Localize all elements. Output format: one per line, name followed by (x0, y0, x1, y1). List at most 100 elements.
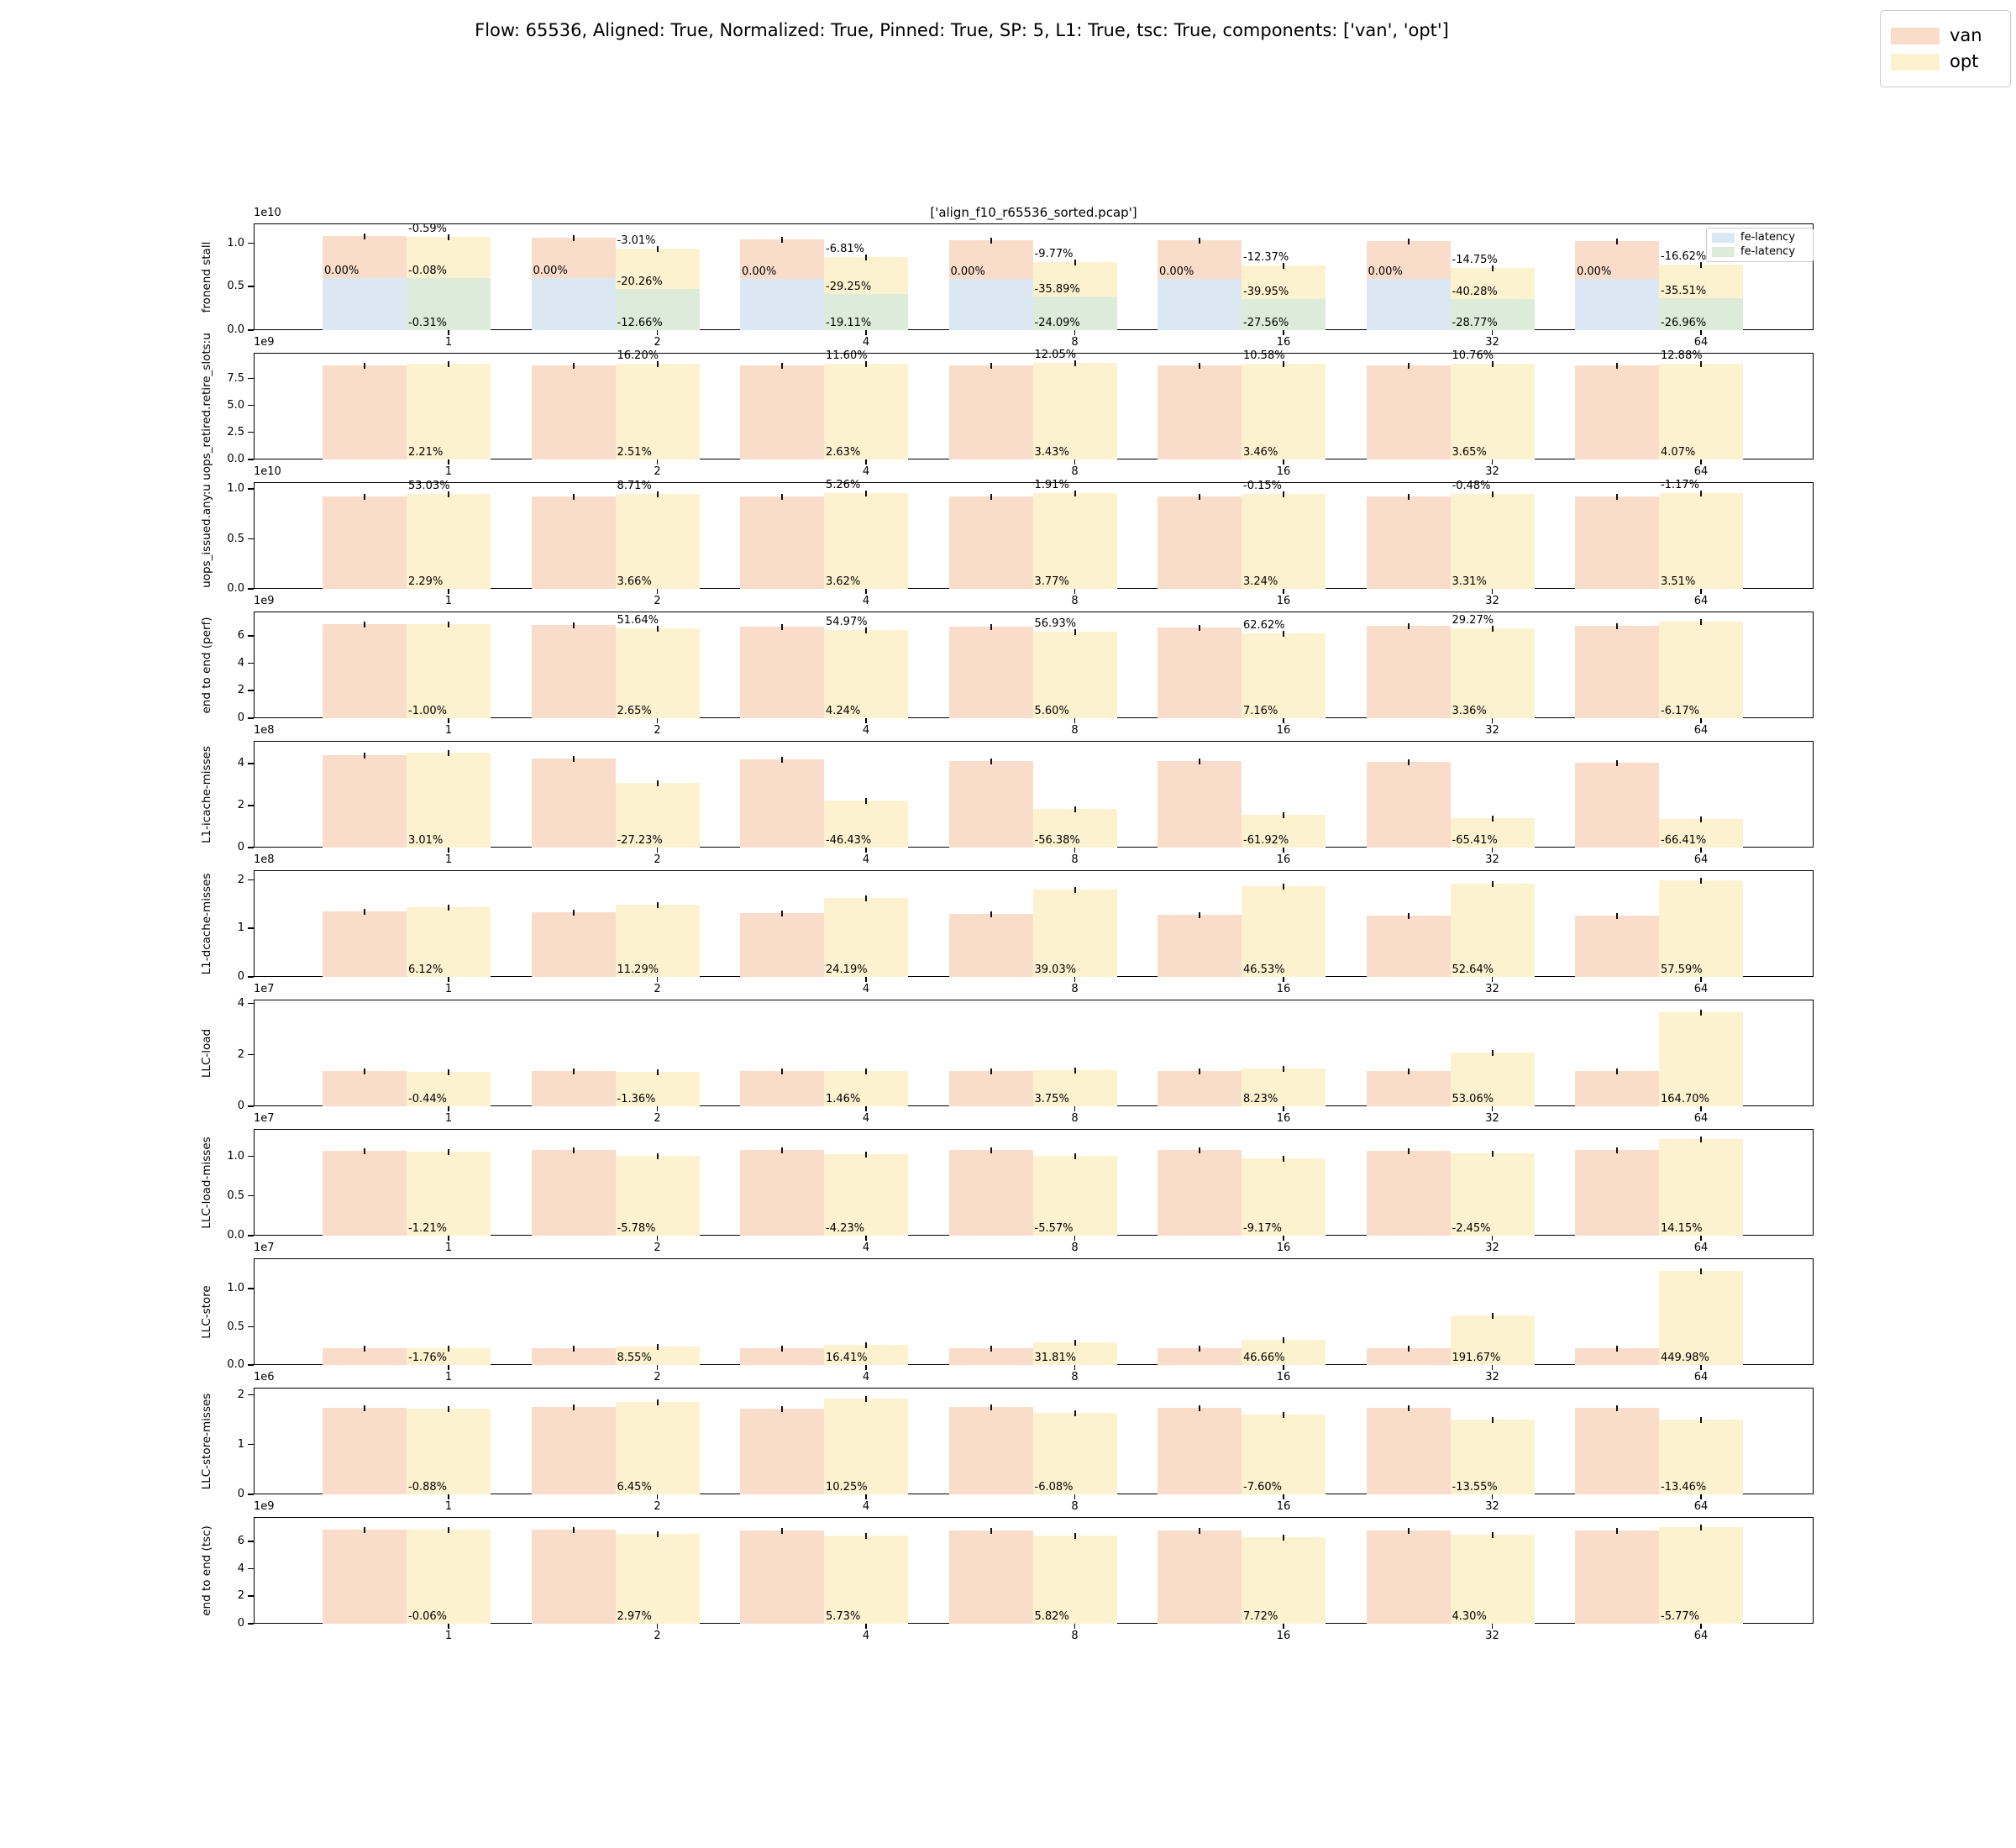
error-bar-opt (448, 621, 449, 627)
annotation-bottom-pct: 3.01% (408, 834, 444, 847)
error-bar-opt (1491, 360, 1494, 367)
error-bar-van (1407, 759, 1410, 765)
y-tick-label: 2 (237, 799, 244, 812)
annotation-van-pct: 0.00% (1577, 265, 1612, 279)
x-tick-label: 8 (1071, 336, 1079, 349)
bar-van (740, 626, 824, 718)
bar-opt (615, 1071, 700, 1106)
x-tick-label: 4 (862, 1500, 870, 1513)
error-bar-opt (1074, 1410, 1076, 1417)
x-tick-label: 8 (1071, 595, 1079, 607)
annotation-bottom-pct: 3.36% (1452, 705, 1487, 717)
error-bar-opt (865, 1152, 867, 1158)
error-bar-van (364, 909, 365, 916)
error-bar-opt (656, 491, 659, 497)
x-tick-mark (1283, 718, 1284, 723)
annotation-mid-pct: -40.28% (1452, 286, 1498, 299)
annotation-bottom-pct: -13.55% (1452, 1481, 1498, 1494)
y-tick-mark (248, 1541, 254, 1542)
bar-opt (1032, 493, 1117, 589)
bar-fe-latency-van (948, 279, 1033, 330)
error-bar-van (1199, 237, 1200, 244)
error-bar-opt (1491, 1151, 1494, 1158)
bar-van (323, 1530, 407, 1624)
annotation-bottom-pct: -5.78% (617, 1222, 656, 1235)
bar-van (323, 624, 407, 718)
y-tick-label: 0.0 (227, 1229, 244, 1242)
error-bar-van (364, 1527, 365, 1534)
bar-opt (1450, 1420, 1535, 1494)
bar-opt (1242, 1414, 1326, 1494)
x-tick-mark (656, 718, 658, 723)
x-tick-mark (1283, 1236, 1284, 1241)
subplot-title: ['align_f10_r65536_sorted.pcap'] (930, 205, 1137, 220)
bar-opt (615, 1533, 700, 1624)
error-bar-opt (1283, 1337, 1284, 1344)
y-tick-label: 1.0 (227, 1149, 244, 1163)
x-tick-label: 8 (1071, 1242, 1079, 1254)
x-tick-label: 1 (444, 1242, 453, 1254)
annotation-bottom-pct: 8.55% (617, 1352, 652, 1364)
bar-opt (1242, 633, 1326, 718)
x-tick-mark (1491, 589, 1493, 594)
bar-opt (1450, 493, 1535, 589)
y-tick-label: 0 (237, 1488, 244, 1500)
bar-opt (1242, 815, 1326, 848)
bar-opt (407, 623, 491, 718)
bar-opt (1242, 886, 1326, 977)
x-tick-mark (1700, 718, 1702, 723)
axes-legend-entry: fe-latency (1712, 232, 1806, 244)
annotation-bottom-pct: 57.59% (1661, 963, 1703, 976)
x-tick-mark (1491, 1494, 1493, 1499)
x-tick-mark (1074, 1236, 1075, 1241)
error-bar-van (1199, 1147, 1200, 1154)
x-tick-mark (448, 1106, 449, 1111)
annotation-bottom-pct: -13.46% (1661, 1481, 1707, 1494)
annotation-bottom-pct: 3.46% (1243, 446, 1278, 459)
bar-opt (1659, 1139, 1743, 1236)
error-bar-opt (1283, 491, 1284, 497)
error-bar-van (572, 1147, 575, 1154)
annotation-bottom-pct: 46.53% (1243, 963, 1285, 976)
error-bar-opt (1491, 1050, 1494, 1057)
y-tick-label: 5.0 (227, 398, 244, 412)
annotation-top-pct: -3.01% (617, 234, 656, 247)
annotation-bottom-pct: 16.41% (826, 1352, 868, 1364)
y-tick-label: 0.0 (227, 453, 244, 465)
bar-van (1575, 1070, 1659, 1106)
annotation-top-pct: 5.26% (826, 479, 861, 492)
bar-opt (1242, 1068, 1326, 1106)
bar-van (740, 759, 824, 848)
annotation-bottom-pct: 3.24% (1243, 575, 1278, 588)
annotation-top-pct: 51.64% (617, 613, 659, 627)
x-tick-mark (448, 848, 449, 853)
annotation-bottom-pct: -1.36% (617, 1093, 656, 1105)
bar-opt (824, 1398, 908, 1494)
x-tick-mark (1700, 1624, 1702, 1629)
x-tick-mark (448, 589, 449, 594)
annotation-bottom-pct: 6.12% (408, 963, 444, 976)
x-tick-label: 8 (1071, 1630, 1079, 1642)
annotation-bottom-pct: 4.30% (1452, 1610, 1487, 1623)
x-tick-label: 16 (1276, 1630, 1291, 1642)
bar-opt (1032, 631, 1117, 718)
bar-opt (407, 494, 491, 589)
y-tick-mark (248, 690, 254, 691)
annotation-top-pct: -16.62% (1661, 249, 1707, 263)
annotation-bottom-pct: -56.38% (1034, 834, 1080, 847)
x-tick-mark (1074, 718, 1075, 723)
annotation-top-pct: -0.48% (1452, 479, 1491, 492)
x-tick-mark (1491, 1624, 1493, 1629)
error-bar-van (990, 1345, 992, 1352)
y-tick-label: 1.0 (227, 1282, 244, 1295)
x-tick-mark (448, 1236, 449, 1241)
error-bar-van (781, 911, 783, 917)
annotation-top-pct: 8.71% (617, 479, 652, 492)
x-tick-label: 16 (1276, 336, 1291, 349)
y-tick-mark (248, 662, 254, 664)
error-bar-opt (448, 1405, 449, 1412)
x-tick-mark (1491, 459, 1493, 465)
y-tick-mark (248, 1443, 254, 1446)
error-bar-van (1616, 623, 1618, 630)
error-bar-van (990, 758, 992, 764)
